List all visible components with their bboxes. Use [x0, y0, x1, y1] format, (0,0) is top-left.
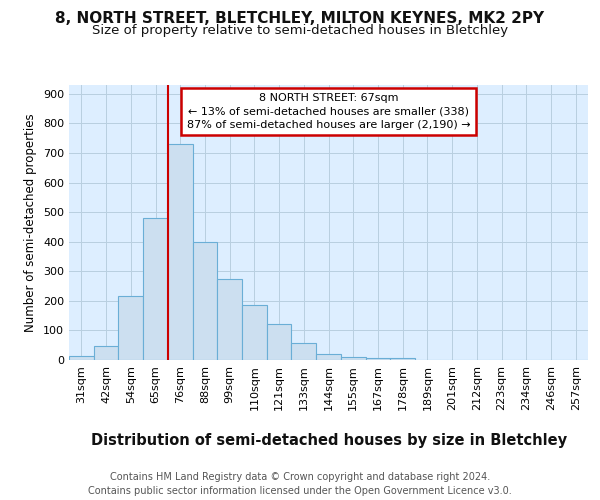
Bar [267, 324, 292, 360]
Bar [69, 356, 94, 360]
Bar [341, 358, 365, 360]
Text: 8, NORTH STREET, BLETCHLEY, MILTON KEYNES, MK2 2PY: 8, NORTH STREET, BLETCHLEY, MILTON KEYNE… [55, 11, 545, 26]
Bar [217, 278, 242, 360]
Bar [143, 218, 168, 360]
Bar [94, 346, 118, 360]
Bar [193, 242, 217, 360]
Bar [316, 354, 341, 360]
Bar [390, 358, 415, 360]
Bar [242, 306, 267, 360]
Bar [118, 296, 143, 360]
Text: 8 NORTH STREET: 67sqm
← 13% of semi-detached houses are smaller (338)
87% of sem: 8 NORTH STREET: 67sqm ← 13% of semi-deta… [187, 93, 470, 130]
Bar [168, 144, 193, 360]
Text: Size of property relative to semi-detached houses in Bletchley: Size of property relative to semi-detach… [92, 24, 508, 37]
Y-axis label: Number of semi-detached properties: Number of semi-detached properties [25, 113, 37, 332]
Text: Distribution of semi-detached houses by size in Bletchley: Distribution of semi-detached houses by … [91, 432, 567, 448]
Bar [365, 358, 390, 360]
Text: Contains HM Land Registry data © Crown copyright and database right 2024.
Contai: Contains HM Land Registry data © Crown c… [88, 472, 512, 496]
Bar [292, 343, 316, 360]
